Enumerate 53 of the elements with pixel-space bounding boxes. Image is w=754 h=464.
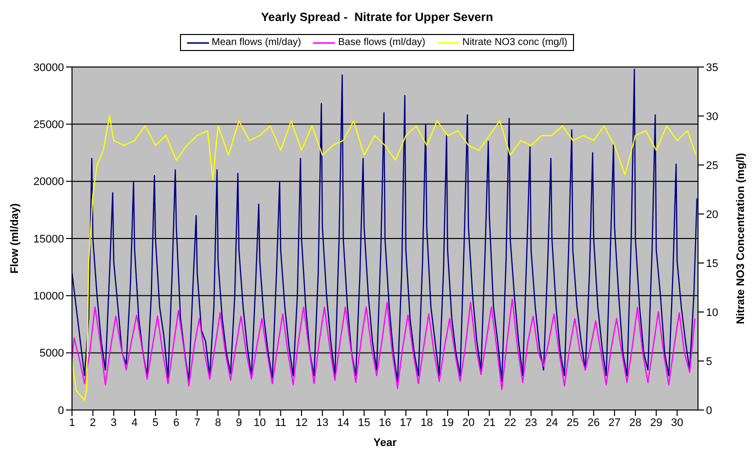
x-tick-label: 20 [462,416,475,429]
y-tick-label: 30000 [33,62,64,74]
x-tick-label: 25 [566,416,579,429]
x-tick-label: 24 [546,416,558,429]
x-tick-label: 8 [215,416,222,429]
line-series [72,298,696,390]
x-tick-label: 10 [254,416,266,429]
x-axis-title: Year [373,437,398,449]
x-tick-label: 26 [588,416,600,429]
chart-title: Yearly Spread - Nitrate for Upper Severn [260,9,494,26]
x-tick-label: 16 [378,416,392,429]
x-tick-label: 15 [358,416,370,429]
x-tick-label: 29 [650,416,662,429]
x-tick-label: 27 [608,416,621,429]
x-tick-label: 11 [274,416,286,429]
y-tick-label: 5000 [40,348,64,360]
y-tick-label: 15000 [33,233,64,246]
y-tick-label: 25000 [33,119,64,132]
x-tick-label: 7 [194,416,200,429]
y-tick-label: 0 [58,404,64,417]
x-tick-label: 18 [420,416,433,429]
y2-tick-label: 15 [706,258,718,270]
y2-tick-label: 35 [706,62,718,74]
x-tick-label: 19 [441,416,454,429]
legend-label: Mean flows (ml/day) [210,37,302,48]
x-tick-label: 14 [337,416,350,429]
x-tick-label: 30 [671,416,684,429]
y2-tick-label: 20 [706,208,718,221]
x-tick-label: 13 [316,416,329,429]
y2-tick-label: 30 [706,110,718,123]
y2-tick-label: 0 [706,404,712,417]
y-tick-label: 20000 [33,176,64,188]
legend-label: Nitrate NO3 conc (mg/l) [461,37,568,48]
x-tick-label: 3 [110,416,117,429]
x-tick-label: 5 [152,416,159,429]
y2-axis-title: Nitrate NO3 Concentration (mg/l) [734,152,747,324]
x-tick-label: 17 [400,416,412,429]
x-tick-label: 9 [236,416,242,429]
x-tick-label: 6 [173,416,180,429]
y2-tick-label: 25 [706,160,718,172]
x-tick-label: 22 [504,416,516,429]
x-tick-label: 28 [629,416,642,429]
y-tick-label: 10000 [33,290,64,303]
y2-tick-label: 10 [706,306,718,319]
x-tick-label: 21 [483,416,496,429]
x-tick-label: 23 [524,416,538,429]
x-tick-label: 2 [90,416,96,429]
x-tick-label: 12 [295,416,308,429]
x-tick-label: 4 [132,416,138,429]
y2-tick-label: 5 [706,356,712,368]
legend-label: Base flows (ml/day) [337,37,426,48]
x-tick-label: 1 [68,416,76,429]
y-axis-title: Flow (ml/day) [8,203,21,274]
